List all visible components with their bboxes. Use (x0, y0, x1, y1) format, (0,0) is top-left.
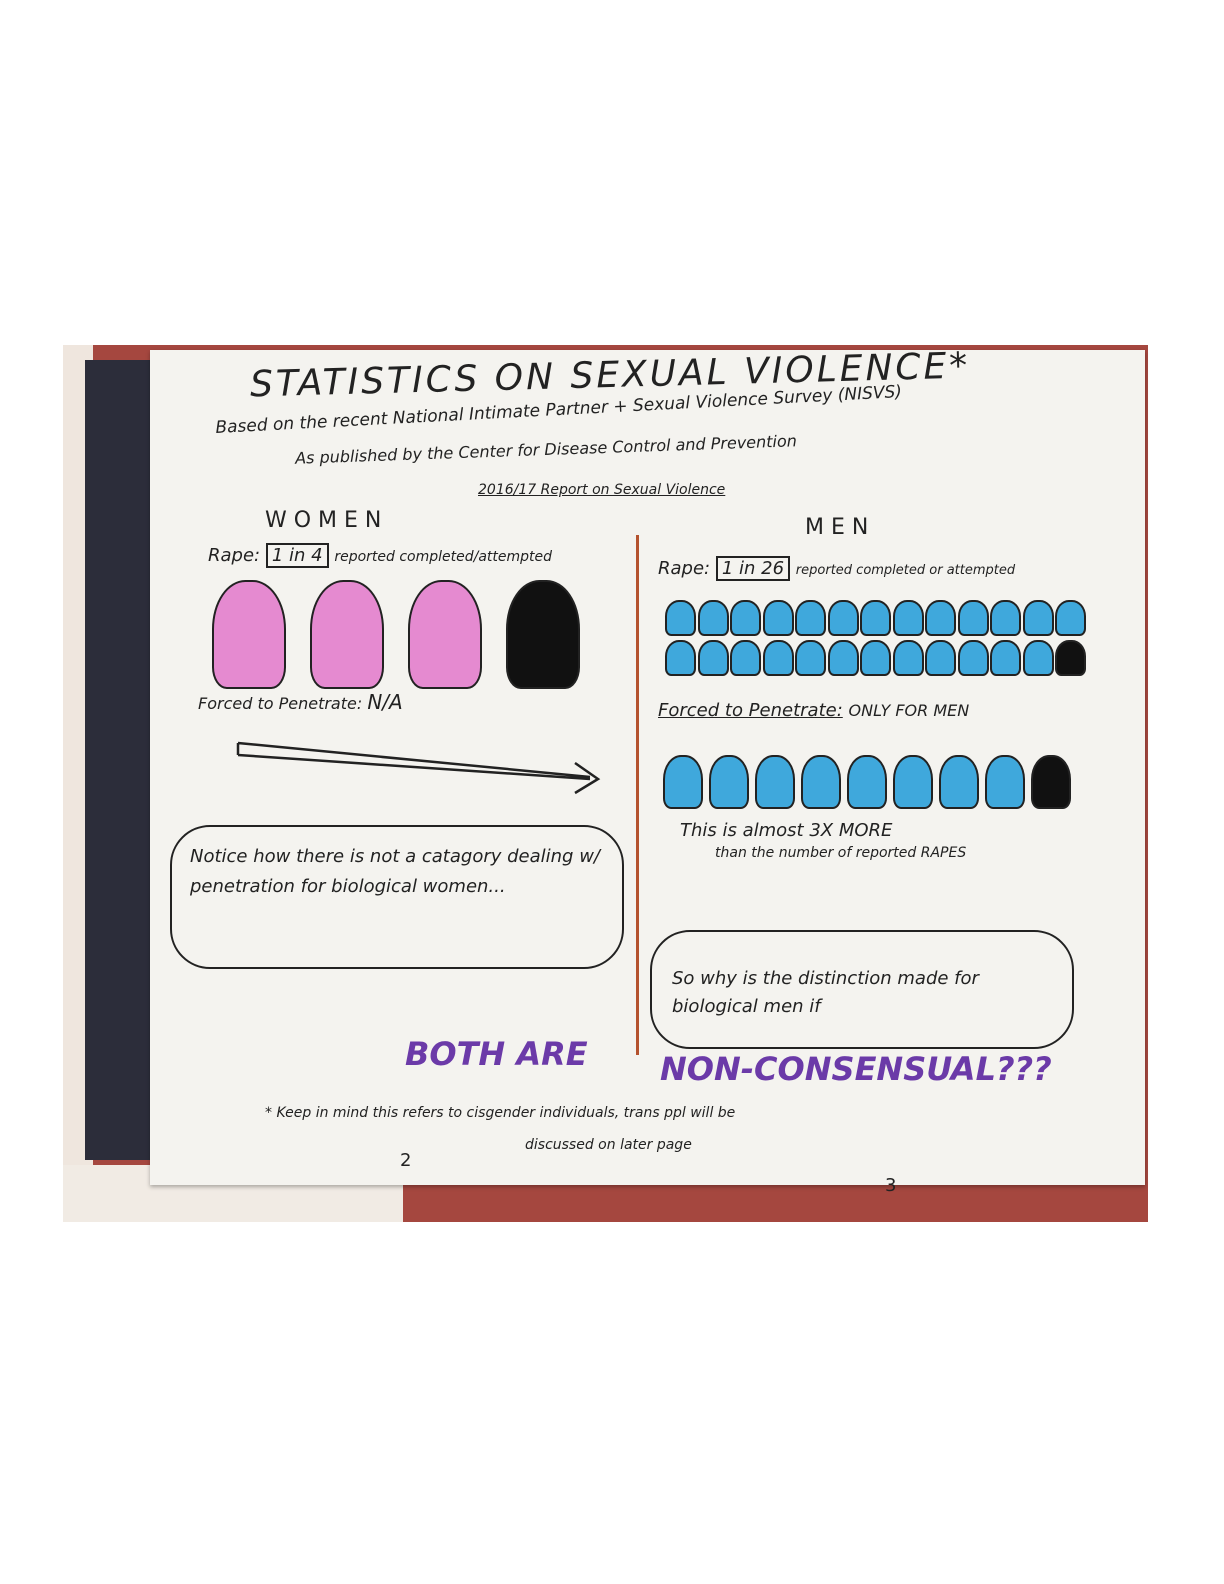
person-figure (990, 640, 1021, 676)
conclusion-left: BOTH ARE (405, 1035, 588, 1073)
women-heading: W O M E N (265, 508, 382, 533)
person-figure-affected (506, 580, 580, 689)
person-figure (730, 600, 761, 636)
women-rape-label: Rape: (208, 545, 261, 566)
subtitle-3: 2016/17 Report on Sexual Violence (478, 482, 726, 498)
men-rape-line: Rape: 1 in 26 reported completed or atte… (658, 556, 1016, 581)
person-figure (212, 580, 286, 689)
person-figure (408, 580, 482, 689)
footnote-2: discussed on later page (525, 1137, 692, 1153)
men-thought-cloud (650, 930, 1074, 1049)
person-figure (762, 600, 794, 636)
person-figure (860, 640, 891, 676)
men-note-1: This is almost 3X MORE (680, 820, 893, 841)
men-forced-line: Forced to Penetrate: ONLY FOR MEN (658, 700, 969, 721)
person-figure (665, 600, 696, 636)
person-figure (827, 640, 859, 676)
men-rape-note: reported completed or attempted (795, 563, 1016, 578)
person-figure (1055, 600, 1086, 636)
men-heading: M E N (805, 515, 869, 540)
person-figure-affected (1031, 755, 1071, 809)
men-rape-ratio: 1 in 26 (715, 556, 791, 581)
men-forced-label: Forced to Penetrate: (658, 700, 843, 721)
person-figure (795, 640, 826, 676)
women-forced-line: Forced to Penetrate: N/A (198, 690, 403, 714)
person-figure (801, 755, 841, 809)
person-figure (957, 640, 989, 676)
women-thought-cloud (170, 825, 624, 969)
men-forced-value: ONLY FOR MEN (848, 701, 970, 720)
person-figure (709, 755, 749, 809)
binding-strip (85, 360, 160, 1160)
person-figure (665, 640, 696, 676)
person-figure (892, 600, 924, 636)
women-forced-value: N/A (367, 690, 403, 714)
zine-spread (150, 350, 1145, 1185)
person-figure (697, 640, 729, 676)
person-figure (985, 755, 1025, 809)
person-figure (893, 755, 933, 809)
women-cloud-text: Notice how there is not a catagory deali… (190, 846, 600, 897)
spine-stitch (636, 535, 639, 1055)
arrow-icon (236, 741, 601, 795)
person-figure (939, 755, 979, 809)
conclusion-right: NON-CONSENSUAL??? (660, 1050, 1052, 1088)
women-rape-note: reported completed/attempted (334, 549, 553, 565)
women-rape-line: Rape: 1 in 4 reported completed/attempte… (208, 543, 553, 568)
page-number-right: 3 (885, 1175, 897, 1196)
person-figure (990, 600, 1021, 636)
person-figure (310, 580, 384, 689)
person-figure (847, 755, 887, 809)
person-figure (925, 600, 956, 636)
person-figure (1022, 600, 1054, 636)
person-figure (925, 640, 956, 676)
person-figure (755, 755, 795, 809)
men-rape-label: Rape: (658, 558, 711, 579)
person-figure-affected (1055, 640, 1086, 676)
men-note-2: than the number of reported RAPES (715, 845, 967, 861)
person-figure (663, 755, 703, 809)
person-figure (795, 600, 826, 636)
men-cloud-text: So why is the distinction made for biolo… (672, 968, 979, 1017)
women-forced-label: Forced to Penetrate: (198, 694, 363, 713)
page-number-left: 2 (400, 1150, 412, 1171)
person-figure (697, 600, 729, 636)
person-figure (1022, 640, 1054, 676)
person-figure (860, 600, 891, 636)
footnote-1: * Keep in mind this refers to cisgender … (265, 1105, 736, 1121)
person-figure (730, 640, 761, 676)
person-figure (827, 600, 859, 636)
person-figure (957, 600, 989, 636)
women-rape-ratio: 1 in 4 (265, 543, 329, 568)
person-figure (762, 640, 794, 676)
person-figure (892, 640, 924, 676)
